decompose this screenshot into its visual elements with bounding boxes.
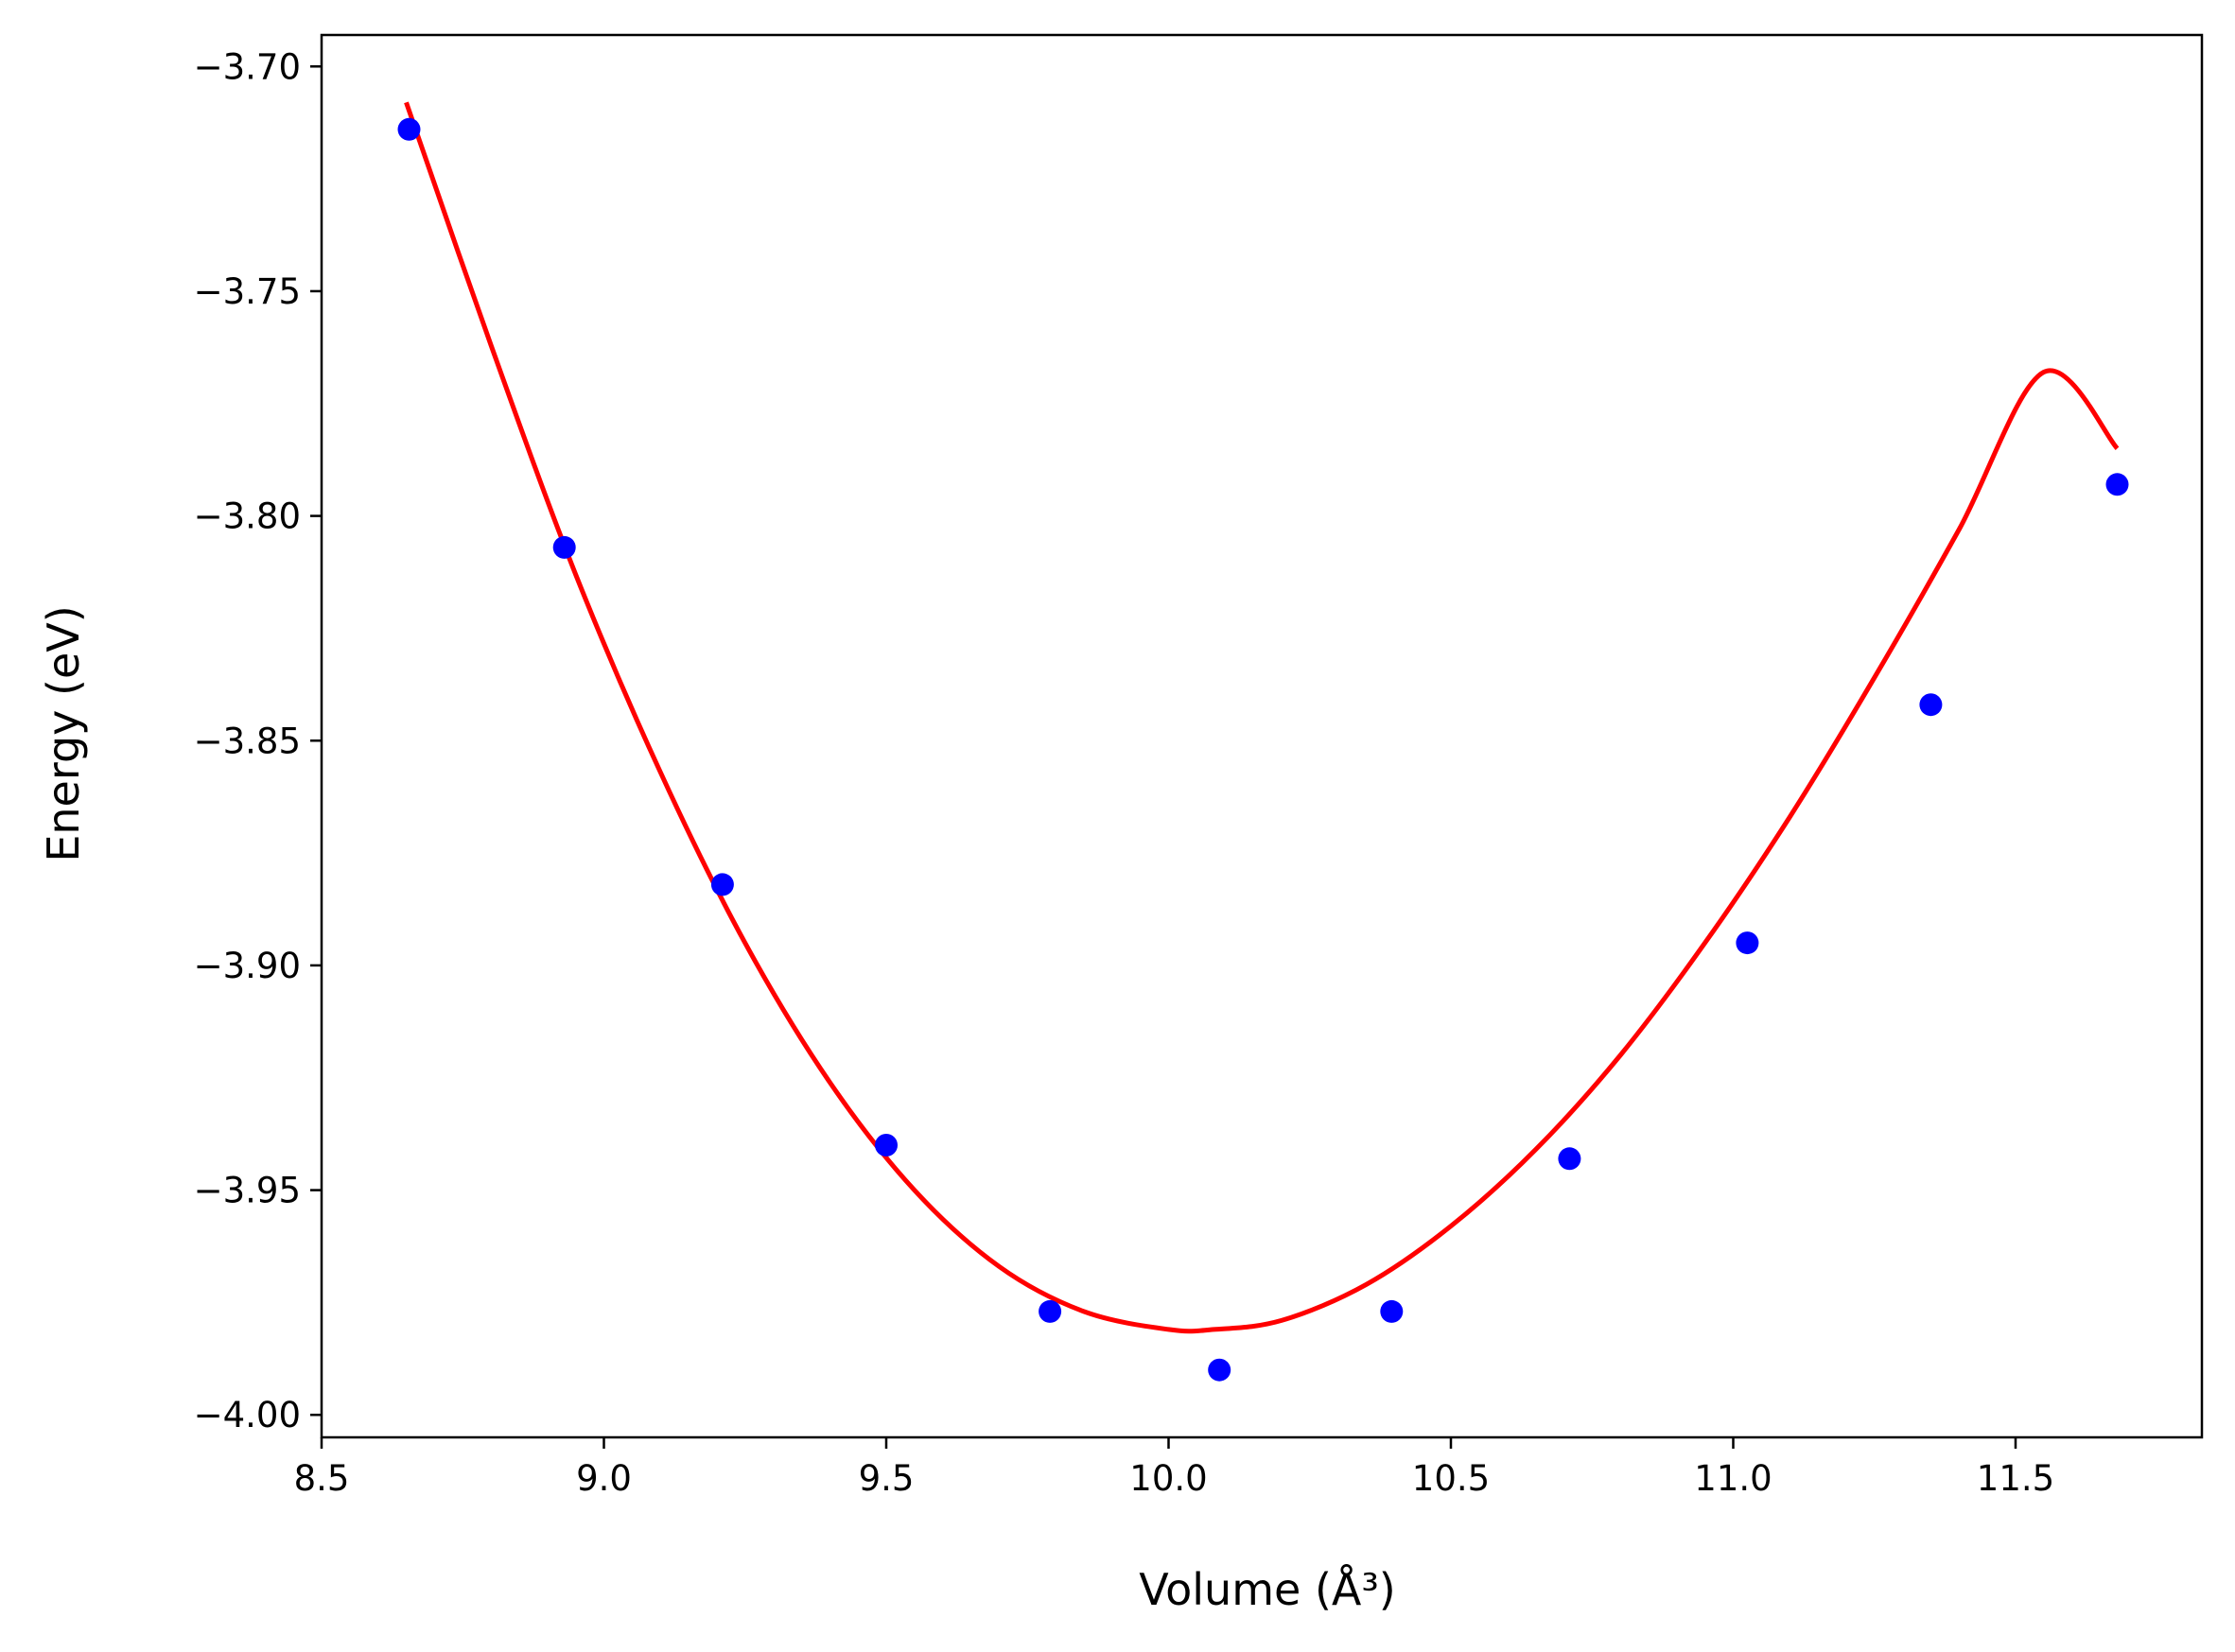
plot-frame: [320, 33, 2204, 1439]
y-tick-label: −3.85: [194, 721, 301, 761]
x-axis-label: Volume (Å³): [1139, 1564, 1396, 1615]
y-tick-label: −4.00: [194, 1395, 301, 1435]
data-point: [552, 535, 576, 559]
y-axis-label: Energy (eV): [38, 605, 89, 861]
x-tick-label: 9.0: [576, 1458, 632, 1499]
data-point: [1736, 931, 1759, 955]
y-tick-layer: −3.70 −3.75 −3.80 −3.85 −3.90 −3.95 −4.00: [194, 46, 322, 1435]
x-tick-label: 11.5: [1977, 1458, 2054, 1499]
data-point: [1380, 1299, 1404, 1323]
y-tick-label: −3.95: [194, 1171, 301, 1211]
x-tick-label: 11.0: [1694, 1458, 1772, 1499]
axes-frame-layer: [320, 33, 2204, 1439]
x-tick-layer: 8.5 9.0 9.5 10.0 10.5 11.0 11.5: [294, 1437, 2054, 1499]
data-point: [710, 873, 734, 896]
data-point: [1558, 1147, 1581, 1171]
data-point: [1919, 693, 1943, 717]
x-tick-label: 10.5: [1412, 1458, 1490, 1499]
y-tick-label: −3.70: [194, 46, 301, 87]
y-tick-label: −3.80: [194, 496, 301, 537]
data-points-layer: [397, 117, 2129, 1382]
data-point: [875, 1134, 898, 1156]
data-point: [2105, 473, 2129, 496]
fit-curve-layer: [404, 101, 2120, 1334]
data-point: [1208, 1358, 1231, 1382]
x-tick-label: 10.0: [1129, 1458, 1207, 1499]
fit-curve: [404, 101, 2120, 1334]
data-point: [1039, 1299, 1062, 1323]
y-tick-label: −3.90: [194, 946, 301, 986]
x-tick-label: 9.5: [859, 1458, 915, 1499]
x-tick-label: 8.5: [294, 1458, 350, 1499]
data-point: [397, 117, 421, 141]
y-tick-label: −3.75: [194, 271, 301, 312]
